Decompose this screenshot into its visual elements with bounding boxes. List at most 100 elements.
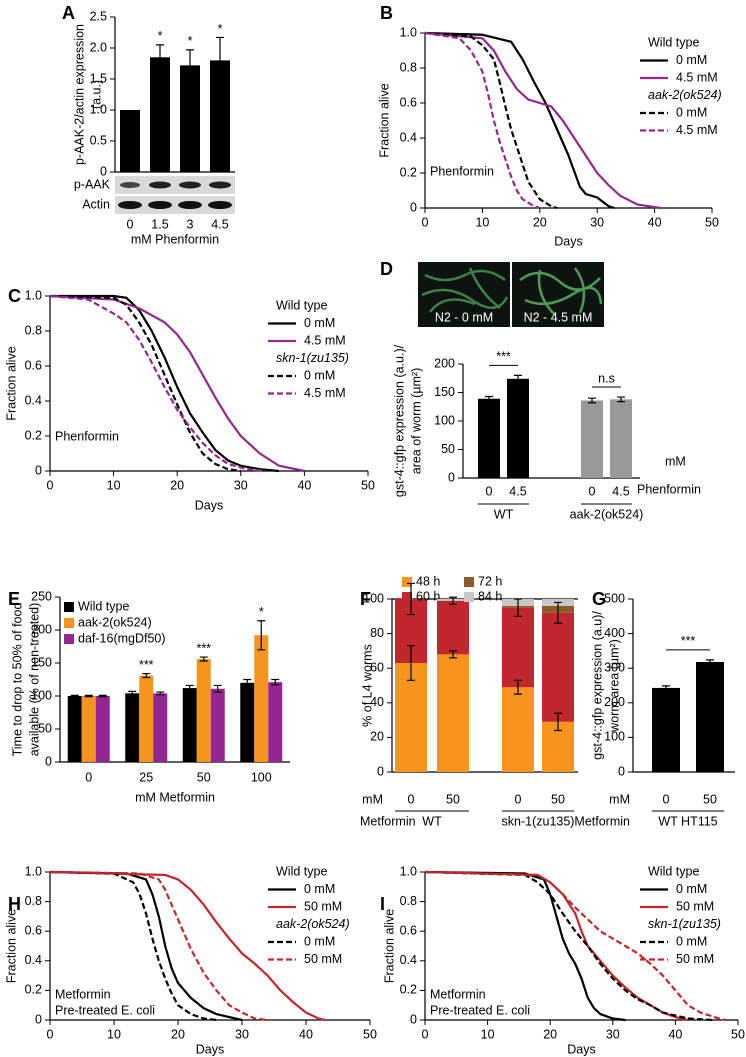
y-tick-label: 0 [100, 164, 107, 178]
annotation: Phenformin [430, 164, 494, 178]
legend-label: 0 mM [304, 316, 335, 330]
legend-label: 0 mM [676, 105, 707, 119]
y-tick-label: 0.4 [25, 393, 42, 407]
y-tick-label: 1.0 [400, 25, 417, 39]
bar [182, 688, 197, 762]
x-tick-label: 20 [171, 1027, 185, 1041]
y-tick-label: 1.5 [90, 71, 107, 85]
blot-band [149, 181, 171, 189]
y-tick-label: 2.0 [90, 40, 107, 54]
y-tick-label: 1.0 [400, 864, 417, 878]
y-tick-label: 50 [441, 442, 455, 456]
bar [652, 687, 680, 772]
legend-swatch [64, 618, 74, 628]
y-tick-label: 0.2 [25, 428, 42, 442]
x-tick-label: 1.5 [151, 217, 168, 231]
y-tick-label: 50 [38, 721, 52, 735]
blot-strip [115, 176, 235, 194]
x-tick-label: 10 [481, 1027, 495, 1041]
legend-label: 4.5 mM [304, 386, 346, 400]
x-tick-label: 0 [408, 792, 415, 806]
y-axis-label: Fraction alive [4, 346, 18, 420]
error-bar [554, 712, 562, 732]
image-label: N2 - 0 mM [435, 310, 493, 324]
bar-segment [395, 663, 427, 772]
micrograph [512, 262, 604, 327]
bar [67, 696, 82, 762]
error-bar [257, 620, 266, 651]
legend-swatch [402, 592, 412, 602]
y-tick-label: 0.4 [400, 953, 417, 967]
y-tick-label: 0.5 [90, 133, 107, 147]
error-bar [243, 678, 252, 687]
error-bar [128, 690, 137, 696]
annotation: Pre-treated E. coli [430, 1003, 530, 1017]
blot-label: Actin [82, 197, 110, 211]
y-tick-label: 0.2 [400, 983, 417, 997]
y-tick-label: 150 [31, 655, 52, 669]
legend-label: 4.5 mM [676, 70, 718, 84]
error-bar [514, 374, 522, 383]
blot-band [209, 181, 231, 189]
legend-label: aak-2(ok524) [78, 615, 152, 629]
y-tick-label: 200 [604, 695, 625, 709]
y-axis-label: gst-4::gfp expression (a.u)/ [590, 611, 604, 760]
row-label: Metformin [360, 814, 416, 828]
legend-title: aak-2(ok524) [276, 917, 350, 931]
error-bar [662, 685, 670, 691]
y-tick-label: 150 [434, 385, 455, 399]
legend-title: Wild type [276, 298, 327, 312]
legend-label: 84 h [478, 589, 502, 603]
x-axis-label: Days [196, 1042, 224, 1056]
x-tick-label: 40 [668, 1027, 682, 1041]
legend-swatch [402, 577, 412, 587]
bar [210, 688, 225, 762]
y-axis-label: Time to drop to 50% of food [10, 603, 24, 757]
y-tick-label: 0.4 [400, 130, 417, 144]
significance: * [218, 22, 223, 36]
blot-label: p-AAK [74, 177, 111, 191]
y-tick-label: 1.0 [90, 102, 107, 116]
error-bar [449, 650, 457, 659]
x-tick-label: 0 [127, 217, 134, 231]
y-tick-label: 100 [434, 413, 455, 427]
x-tick-label: 25 [139, 770, 153, 784]
x-tick-label: 40 [297, 478, 311, 492]
error-bar [407, 645, 415, 681]
error-bar [98, 694, 107, 698]
image-label: N2 - 4.5 mM [524, 310, 593, 324]
y-tick-label: 0.8 [400, 60, 417, 74]
bar-segment [502, 687, 534, 772]
blot-band [148, 201, 172, 209]
legend-label: 60 h [416, 589, 440, 603]
survival-curve [49, 294, 305, 473]
legend-label: 72 h [478, 574, 502, 588]
survival-curve [424, 31, 615, 210]
x-tick-label: 20 [533, 215, 547, 229]
survival-curve [424, 870, 714, 1022]
x-tick-label: 40 [299, 1027, 313, 1041]
legend-label: 0 mM [304, 882, 335, 896]
row-label: mM [665, 454, 686, 468]
legend-title: skn-1(zu135) [276, 351, 349, 365]
x-tick-label: 50 [446, 792, 460, 806]
y-tick-label: 500 [604, 591, 625, 605]
bar [696, 661, 724, 772]
x-tick-label: 4.5 [612, 484, 629, 498]
x-tick-label: 10 [475, 215, 489, 229]
legend-label: Wild type [78, 599, 129, 613]
error-bar [554, 601, 562, 624]
significance: * [188, 34, 193, 48]
y-axis-label: p-AAK-2/actin expression [72, 24, 86, 165]
x-tick-label: 0 [47, 478, 54, 492]
x-tick-label: 0 [589, 484, 596, 498]
blot-strip [115, 196, 235, 214]
bar [581, 400, 603, 478]
y-tick-label: 0.8 [400, 894, 417, 908]
legend-swatch [64, 602, 74, 612]
y-axis-label: gst-4::gfp expression (a.u.)/ [392, 344, 406, 497]
x-axis-label: mM Metformin [135, 790, 215, 804]
y-axis-label: Fraction alive [377, 83, 391, 157]
